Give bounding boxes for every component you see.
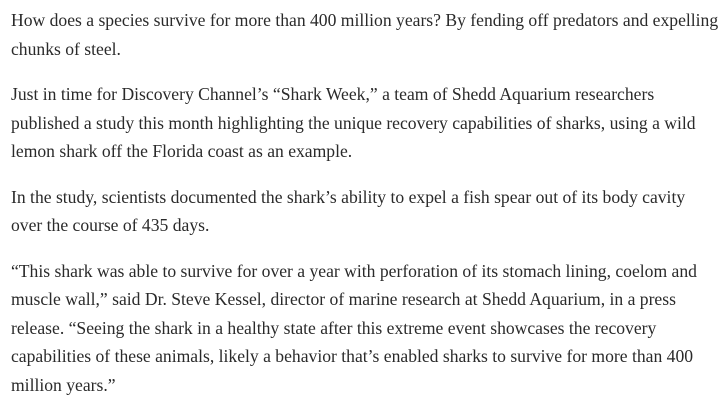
article-paragraph-intro: How does a species survive for more than… [11, 10, 719, 59]
article-paragraph-study-findings: In the study, scientists documented the … [11, 186, 686, 236]
article-paragraph-study-announcement: Just in time for Discovery Channel’s “Sh… [11, 84, 696, 161]
article-paragraph-quote: “This shark was able to survive for over… [11, 260, 697, 395]
